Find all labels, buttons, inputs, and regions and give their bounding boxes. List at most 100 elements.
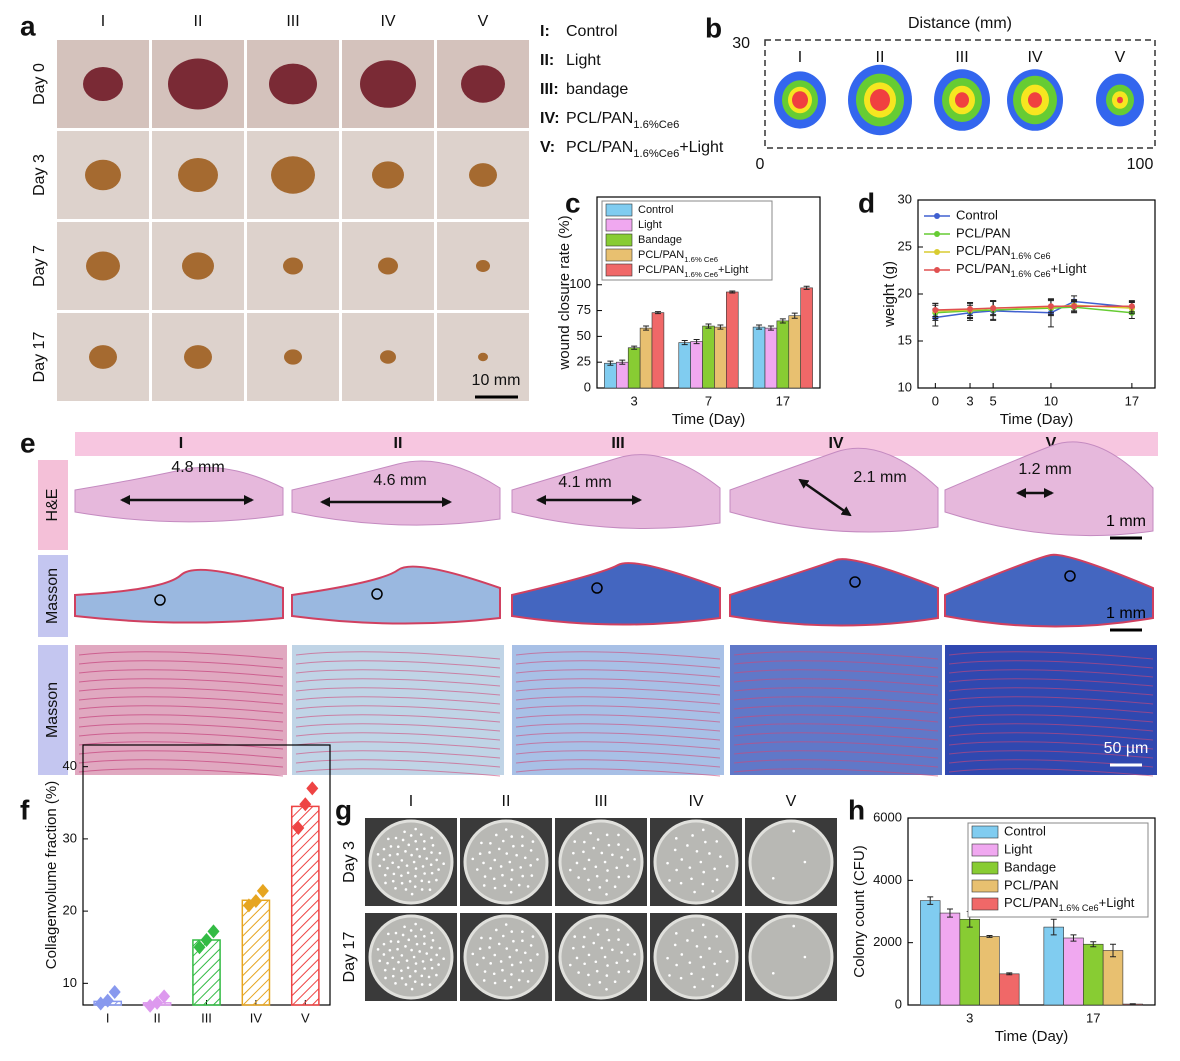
fiber xyxy=(295,759,501,768)
colony xyxy=(488,946,491,949)
bar xyxy=(939,912,961,1006)
colony xyxy=(531,935,535,938)
colony xyxy=(397,960,400,964)
colony xyxy=(582,850,585,854)
colony xyxy=(408,880,412,883)
fiber xyxy=(733,723,939,732)
y-tick-label: 20 xyxy=(63,903,77,918)
fiber xyxy=(948,660,1154,669)
fiber xyxy=(78,678,284,687)
colony xyxy=(430,946,433,949)
bar xyxy=(651,312,665,389)
y-tick-label: 2000 xyxy=(873,934,902,949)
error-bar xyxy=(1110,943,1117,958)
colony xyxy=(382,942,386,946)
y-tick-label: 75 xyxy=(577,302,591,317)
data-point xyxy=(1071,303,1078,310)
x-tick-label: I xyxy=(106,1010,110,1025)
colony xyxy=(577,971,580,974)
x-tick-label: 17 xyxy=(1086,1010,1100,1025)
colony xyxy=(503,979,507,983)
fiber xyxy=(948,732,1154,741)
wound xyxy=(182,252,214,280)
blob-label: IV xyxy=(1027,49,1042,66)
wound xyxy=(476,260,490,272)
legend-marker xyxy=(934,249,940,255)
colony xyxy=(613,980,617,983)
distance-box xyxy=(764,39,1156,149)
masson-section xyxy=(944,553,1154,628)
error-bar xyxy=(1050,918,1057,936)
colony xyxy=(627,970,630,973)
x-tick-label: 3 xyxy=(631,393,638,408)
error-bar xyxy=(1006,972,1013,976)
colony xyxy=(605,833,609,837)
colony xyxy=(501,968,504,972)
colony xyxy=(427,975,431,979)
colony xyxy=(383,873,387,877)
colony xyxy=(492,972,496,976)
colony xyxy=(404,983,408,986)
column-label: II xyxy=(394,435,403,452)
colony xyxy=(521,844,524,848)
colony xyxy=(708,852,711,855)
bar xyxy=(1083,943,1104,1006)
y-tick-label: 30 xyxy=(898,191,912,206)
colony xyxy=(400,881,404,885)
colony xyxy=(626,943,630,946)
error-bar xyxy=(946,908,953,918)
legend-text: PCL/PAN1.6%Ce6+Light xyxy=(566,139,724,160)
colony xyxy=(519,961,523,964)
error-bar xyxy=(705,323,712,329)
colony xyxy=(382,858,386,861)
colony xyxy=(414,867,418,870)
legend-swatch xyxy=(971,843,999,857)
series-line xyxy=(935,300,1132,319)
colony xyxy=(482,861,485,865)
colony xyxy=(690,877,693,881)
fiber xyxy=(948,696,1154,705)
bar xyxy=(726,291,739,389)
legend-label: Light xyxy=(638,219,662,231)
colony xyxy=(603,860,607,864)
closure-blob xyxy=(870,89,890,111)
colony xyxy=(693,985,696,989)
colony xyxy=(569,963,572,967)
fiber xyxy=(733,669,939,678)
colony xyxy=(493,858,497,862)
error-bar xyxy=(729,290,736,294)
colony xyxy=(633,952,636,956)
data-point xyxy=(207,924,220,939)
fiber xyxy=(515,750,721,759)
colony xyxy=(401,933,405,937)
wound xyxy=(271,156,315,194)
colony xyxy=(594,960,598,964)
x-tick-label: IV xyxy=(250,1010,263,1025)
colony xyxy=(605,987,608,991)
colony xyxy=(725,864,729,868)
scale-bar-label: 50 µm xyxy=(1104,740,1149,757)
header-bar xyxy=(75,432,1158,456)
row-label: Day 0 xyxy=(31,63,48,105)
legend-marker xyxy=(934,213,940,219)
colony xyxy=(666,861,669,865)
fiber xyxy=(515,705,721,714)
colony xyxy=(499,960,503,963)
colony xyxy=(508,955,512,959)
colony xyxy=(596,838,600,841)
colony xyxy=(715,973,719,977)
colony xyxy=(497,847,501,851)
colony xyxy=(376,853,380,856)
fiber xyxy=(948,750,1154,759)
colony xyxy=(771,876,775,880)
y-tick-label: 100 xyxy=(569,276,591,291)
data-point xyxy=(967,306,974,313)
colony xyxy=(421,865,425,868)
petri-dish xyxy=(368,819,454,905)
colony xyxy=(482,884,486,887)
colony xyxy=(419,928,423,931)
colony xyxy=(617,875,621,879)
colony xyxy=(406,966,410,970)
colony xyxy=(701,882,705,886)
